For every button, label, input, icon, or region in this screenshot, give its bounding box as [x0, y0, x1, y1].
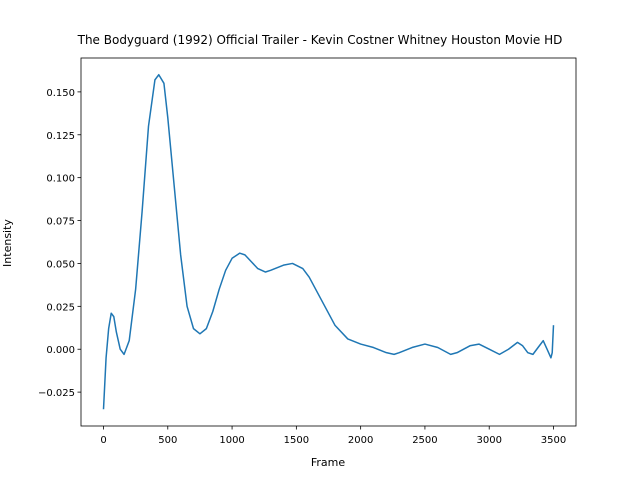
y-tick-label: 0.100 [46, 174, 75, 185]
chart-title: The Bodyguard (1992) Official Trailer - … [77, 33, 563, 47]
y-tick-label: 0.000 [46, 345, 75, 356]
x-tick-label: 1000 [219, 435, 244, 446]
y-tick-label: 0.075 [46, 217, 75, 228]
plot-frame [80, 57, 577, 427]
data-line [102, 73, 555, 410]
x-tick-label: 0 [100, 435, 106, 446]
x-tick-label: 500 [158, 435, 177, 446]
x-tick-label: 1500 [284, 435, 309, 446]
y-tick-label: 0.050 [46, 259, 75, 270]
x-axis-label: Frame [311, 456, 346, 469]
x-tick-label: 2000 [348, 435, 373, 446]
y-tick-label: 0.025 [46, 302, 75, 313]
x-tick-label: 3000 [476, 435, 501, 446]
x-tick-label: 2500 [412, 435, 437, 446]
y-tick-label: 0.125 [46, 131, 75, 142]
x-tick-label: 3500 [541, 435, 566, 446]
y-tick-label: 0.150 [46, 88, 75, 99]
y-axis-label: Intensity [1, 219, 14, 267]
y-tick-label: −0.025 [38, 388, 75, 399]
